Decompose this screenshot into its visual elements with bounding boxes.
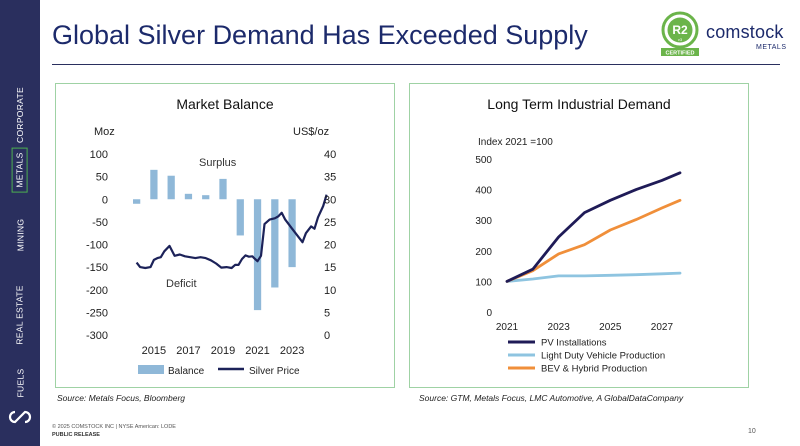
comstock-loop-icon [8, 410, 32, 424]
source-note-right: Source: GTM, Metals Focus, LMC Automotiv… [419, 393, 684, 403]
chart-title: Long Term Industrial Demand [487, 96, 671, 112]
balance-bar [150, 169, 158, 200]
y-right-tick-label: 10 [324, 285, 336, 297]
badge-text: R2 [672, 23, 688, 37]
y-tick-label: 0 [486, 308, 492, 319]
page-number: 10 [748, 428, 756, 435]
left-axis-label: Moz [94, 126, 115, 138]
sidebar-nav: CORPORATE METALS MINING REAL ESTATE FUEL… [0, 0, 40, 446]
y-left-tick-label: -300 [86, 330, 108, 342]
deficit-annotation: Deficit [166, 278, 197, 290]
industrial-demand-chart: Index 2021 =100 500 400 300 200 100 0 2021 202… [475, 137, 682, 375]
silver-price-line [135, 194, 328, 270]
x-tick-label: 2015 [142, 345, 166, 357]
y-right-tick-label: 20 [324, 240, 336, 252]
title-divider [52, 64, 780, 65]
y-right-tick-label: 30 [324, 194, 336, 206]
balance-bar [236, 199, 244, 236]
industrial-demand-panel: Long Term Industrial Demand Index 2021 =… [409, 83, 749, 388]
surplus-annotation: Surplus [199, 157, 237, 169]
brand-logo: R2 v3 CERTIFIED comstock METALS [660, 10, 790, 60]
legend-bev-label: BEV & Hybrid Production [541, 364, 647, 375]
x-tick-label: 2017 [176, 345, 200, 357]
sidebar-item-fuels[interactable]: FUELS [0, 360, 40, 405]
legend-label-balance: Balance [168, 366, 205, 377]
r2-certified-badge-icon: R2 v3 CERTIFIED [661, 11, 699, 57]
y-tick-label: 400 [475, 186, 492, 197]
y-tick-label: 500 [475, 155, 492, 166]
y-right-tick-label: 40 [324, 149, 336, 161]
y-right-tick-label: 35 [324, 172, 336, 184]
balance-bar [271, 199, 279, 288]
brand-sub: METALS [756, 44, 787, 51]
sidebar-item-label: FUELS [15, 368, 25, 397]
source-note-left: Source: Metals Focus, Bloomberg [57, 393, 186, 403]
y-axis-label: Index 2021 =100 [478, 137, 553, 148]
y-left-tick-label: -50 [92, 217, 108, 229]
balance-bar [202, 195, 210, 200]
market-balance-chart: Moz US$/oz Surplus Deficit 100500-50-100… [86, 126, 336, 377]
legend-pv-label: PV Installations [541, 338, 607, 349]
x-tick-label: 2023 [280, 345, 304, 357]
y-right-tick-label: 15 [324, 262, 336, 274]
balance-bar [184, 193, 193, 200]
sidebar-item-real-estate[interactable]: REAL ESTATE [0, 270, 40, 360]
y-left-tick-label: -100 [86, 240, 108, 252]
bev-hybrid-production-line [505, 198, 682, 283]
y-right-tick-label: 5 [324, 307, 330, 319]
sidebar-item-label: CORPORATE [15, 87, 26, 143]
balance-bar [288, 199, 296, 268]
x-tick-label: 2027 [651, 322, 674, 333]
market-balance-panel: Market Balance Moz US$/oz Surplus Defici… [55, 83, 395, 388]
y-right-tick-label: 25 [324, 217, 336, 229]
right-axis-label: US$/oz [293, 126, 329, 138]
sidebar-item-label: REAL ESTATE [15, 285, 26, 345]
footer-release: PUBLIC RELEASE [52, 432, 100, 438]
y-right-tick-label: 0 [324, 330, 330, 342]
chart-legend: Balance Silver Price [138, 365, 300, 377]
badge-version: v3 [678, 37, 683, 42]
brand-name: comstock [706, 22, 784, 42]
balance-bar [219, 178, 227, 200]
x-tick-label: 2025 [599, 322, 622, 333]
badge-footer: CERTIFIED [665, 51, 694, 57]
sidebar-item-mining[interactable]: MINING [0, 205, 40, 265]
y-tick-label: 300 [475, 216, 492, 227]
pv-installations-line [505, 171, 682, 283]
balance-bar [253, 199, 262, 311]
balance-bar [167, 175, 175, 200]
sidebar-item-label: MINING [15, 218, 25, 252]
y-tick-label: 100 [475, 277, 492, 288]
chart-legend: PV Installations Light Duty Vehicle Produ… [508, 338, 665, 375]
y-tick-label: 200 [475, 247, 492, 258]
ldv-production-line [505, 271, 682, 283]
y-left-tick-label: 100 [90, 149, 108, 161]
legend-ldv-label: Light Duty Vehicle Production [541, 351, 665, 362]
footer-copyright: © 2025 COMSTOCK INC | NYSE American: LOD… [52, 424, 176, 430]
x-tick-label: 2023 [548, 322, 571, 333]
y-left-tick-label: -150 [86, 262, 108, 274]
y-left-tick-label: 0 [102, 194, 108, 206]
x-tick-label: 2021 [245, 345, 269, 357]
chart-title: Market Balance [176, 96, 274, 112]
sidebar-item-label: METALS [12, 147, 28, 193]
legend-label-silver-price: Silver Price [249, 366, 300, 377]
legend-swatch-balance [138, 365, 164, 374]
y-left-tick-label: -250 [86, 307, 108, 319]
x-tick-label: 2021 [496, 322, 519, 333]
x-tick-label: 2019 [211, 345, 235, 357]
y-left-tick-label: -200 [86, 285, 108, 297]
page-title: Global Silver Demand Has Exceeded Supply [52, 20, 588, 50]
y-left-tick-label: 50 [96, 172, 108, 184]
sidebar-item-metals[interactable]: METALS [0, 140, 40, 200]
balance-bar [133, 199, 141, 204]
